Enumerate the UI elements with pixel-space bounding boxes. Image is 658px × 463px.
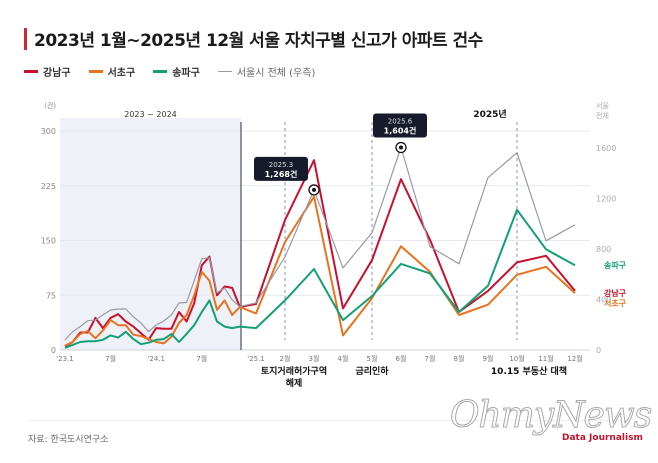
title-accent-bar [24, 28, 27, 50]
legend-item-seoul-total: 서울시 전체 (우측) [217, 64, 316, 79]
period-label-current: 2025년 [473, 108, 506, 120]
legend-label-seocho: 서초구 [107, 68, 136, 79]
legend-swatch-seoul-total [217, 71, 232, 72]
x-axis-tick-label: 12월 [567, 354, 582, 363]
series-end-label: 서초구 [604, 298, 627, 308]
x-axis-tick-label: 11월 [538, 354, 553, 363]
x-axis-tick-label: 2월 [280, 354, 291, 363]
series-line-서초구 [64, 195, 576, 347]
footer-divider [28, 420, 628, 421]
legend-swatch-gangnam [24, 70, 38, 73]
left-axis-unit: (건) [44, 101, 56, 110]
x-axis-tick-label: 8월 [454, 354, 465, 363]
legend-item-songpa: 송파구 [153, 64, 200, 79]
callout-value: 1,268건 [265, 169, 298, 179]
x-axis-tick-label: 5월 [367, 354, 378, 363]
right-axis-tick-label: 400 [596, 296, 611, 305]
x-axis-tick-label: 7월 [196, 354, 207, 363]
event-label: 토지거래허가구역 [261, 365, 327, 377]
left-axis-tick-label: 150 [41, 237, 56, 246]
event-label: 10.15 부동산 대책 [491, 365, 567, 377]
watermark-subtitle: Data Journalism [562, 433, 643, 443]
x-axis-tick-label: 6월 [396, 354, 407, 363]
watermark-logo: OhmyNews [449, 395, 652, 437]
legend-item-seocho: 서초구 [88, 64, 136, 79]
x-axis-tick-label: 4월 [338, 354, 349, 363]
callout-marker-dot [312, 187, 316, 192]
x-axis-tick-label: 7월 [425, 354, 436, 363]
legend-swatch-songpa [153, 70, 168, 73]
series-end-label: 강남구 [604, 288, 627, 298]
x-axis-tick-label: 3월 [309, 354, 320, 363]
legend-item-gangnam: 강남구 [24, 64, 71, 79]
source-note: 자료: 한국도시연구소 [28, 435, 109, 445]
chart-title: 2023년 1월~2025년 12월 서울 자치구별 신고가 아파트 건수 [34, 31, 483, 51]
x-axis-tick-label: 9월 [483, 354, 494, 363]
callout-date: 2025.3 [269, 161, 294, 169]
x-axis-tick-label: '24.1 [147, 355, 165, 363]
right-axis-title-line2: 전체 [596, 111, 609, 120]
period-label-shaded: 2023 ~ 2024 [124, 110, 177, 119]
series-line-송파구 [64, 208, 576, 349]
right-axis-tick-label: 800 [596, 245, 611, 254]
callout-box [254, 156, 308, 181]
event-label: 금리인하 [355, 365, 389, 377]
event-label: 해제 [286, 377, 303, 389]
right-axis-tick-label: 1200 [596, 195, 616, 204]
legend-label-songpa: 송파구 [172, 68, 200, 79]
series-line-서울시 전체 [64, 146, 576, 341]
series-end-label: 송파구 [604, 260, 627, 270]
right-axis-title-line1: 서울 [596, 101, 609, 110]
callout-value: 1,604건 [384, 125, 417, 135]
right-axis-tick-label: 0 [596, 346, 601, 355]
callout-marker-dot [399, 145, 403, 150]
left-axis-tick-label: 300 [41, 127, 56, 136]
legend: 강남구 서초구 송파구 서울시 전체 (우측) [24, 64, 315, 79]
callout-date: 2025.6 [388, 117, 413, 125]
right-axis-tick-label: 1600 [596, 144, 616, 153]
x-axis-tick-label: 10월 [509, 354, 524, 363]
x-axis-tick-label: 7월 [105, 354, 116, 363]
left-axis-tick-label: 225 [41, 182, 56, 191]
legend-label-seoul-total: 서울시 전체 (우측) [236, 68, 316, 79]
left-axis-tick-label: 0 [51, 346, 56, 355]
left-axis-tick-label: 75 [46, 291, 56, 300]
x-axis-tick-label: '25.1 [247, 355, 265, 363]
callout-box [373, 113, 427, 138]
legend-label-gangnam: 강남구 [43, 68, 71, 79]
shaded-period-bg [60, 118, 241, 350]
legend-swatch-seocho [88, 70, 103, 73]
x-axis-tick-label: '23.1 [56, 355, 74, 363]
